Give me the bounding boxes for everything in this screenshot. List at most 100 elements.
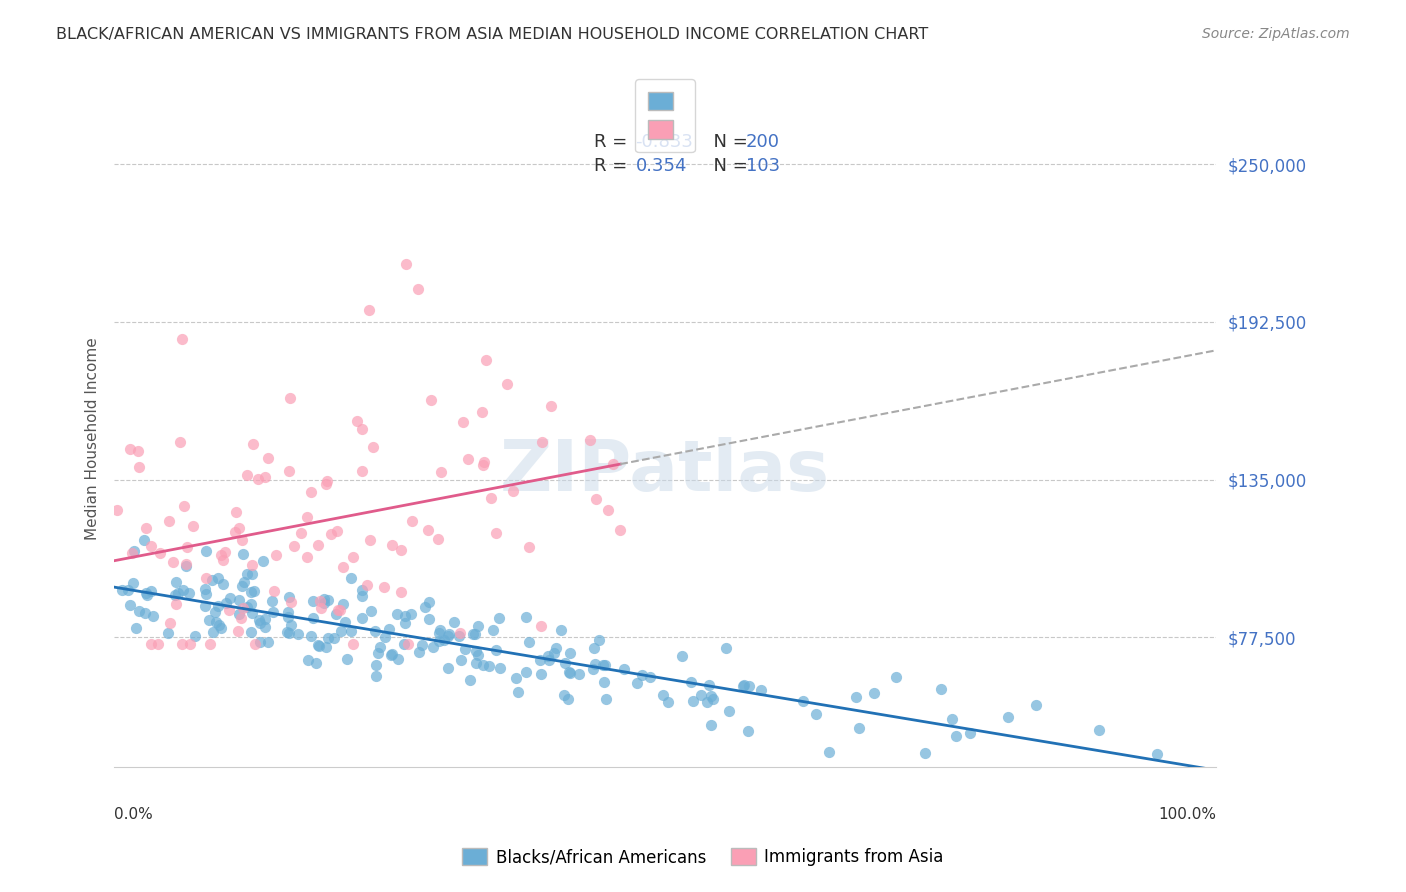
Point — [318, 631, 340, 645]
Text: 100.0%: 100.0% — [1159, 806, 1216, 822]
Point — [135, 521, 157, 535]
Point — [401, 514, 423, 528]
Point — [582, 662, 605, 676]
Point — [396, 637, 419, 651]
Point — [263, 584, 285, 599]
Point — [451, 415, 474, 429]
Point — [297, 549, 319, 564]
Point — [613, 662, 636, 676]
Text: BLACK/AFRICAN AMERICAN VS IMMIGRANTS FROM ASIA MEDIAN HOUSEHOLD INCOME CORRELATI: BLACK/AFRICAN AMERICAN VS IMMIGRANTS FRO… — [56, 27, 928, 42]
Point — [170, 637, 193, 651]
Point — [231, 579, 253, 593]
Point — [236, 467, 259, 482]
Point — [211, 553, 233, 567]
Legend: , : , — [636, 79, 695, 153]
Point — [433, 633, 456, 648]
Point — [335, 615, 357, 629]
Text: R =: R = — [593, 133, 633, 151]
Point — [361, 440, 384, 454]
Point — [373, 580, 395, 594]
Point — [945, 729, 967, 743]
Point — [323, 631, 346, 645]
Point — [295, 510, 318, 524]
Point — [308, 639, 330, 653]
Point — [479, 491, 502, 505]
Point — [413, 599, 436, 614]
Point — [380, 648, 402, 662]
Point — [264, 548, 287, 562]
Point — [228, 607, 250, 621]
Point — [568, 666, 591, 681]
Point — [464, 627, 486, 641]
Point — [236, 599, 259, 614]
Point — [122, 544, 145, 558]
Point — [326, 524, 349, 539]
Point — [229, 611, 252, 625]
Point — [557, 691, 579, 706]
Point — [517, 540, 540, 554]
Point — [141, 584, 163, 599]
Point — [537, 649, 560, 664]
Point — [914, 746, 936, 760]
Point — [277, 590, 299, 604]
Point — [598, 502, 620, 516]
Point — [252, 554, 274, 568]
Point — [257, 635, 280, 649]
Point — [177, 586, 200, 600]
Point — [364, 624, 387, 638]
Point — [359, 303, 381, 318]
Point — [467, 648, 489, 662]
Point — [132, 533, 155, 548]
Point — [463, 627, 485, 641]
Point — [593, 657, 616, 672]
Point — [381, 647, 404, 661]
Point — [207, 599, 229, 613]
Point — [394, 616, 416, 631]
Point — [540, 399, 562, 413]
Point — [583, 640, 606, 655]
Point — [554, 656, 576, 670]
Point — [595, 692, 617, 706]
Point — [209, 621, 232, 635]
Point — [305, 656, 328, 670]
Point — [737, 723, 759, 738]
Point — [389, 584, 412, 599]
Point — [848, 721, 870, 735]
Point — [718, 704, 741, 718]
Point — [508, 684, 530, 698]
Point — [120, 442, 142, 457]
Point — [749, 683, 772, 698]
Point — [392, 637, 415, 651]
Point — [553, 689, 575, 703]
Point — [315, 640, 337, 655]
Point — [139, 637, 162, 651]
Point — [427, 626, 450, 640]
Point — [157, 514, 180, 528]
Point — [290, 526, 312, 541]
Point — [696, 695, 718, 709]
Point — [543, 646, 565, 660]
Point — [485, 526, 508, 541]
Point — [475, 352, 498, 367]
Point — [679, 675, 702, 690]
Point — [179, 637, 201, 651]
Point — [205, 615, 228, 630]
Text: Source: ZipAtlas.com: Source: ZipAtlas.com — [1202, 27, 1350, 41]
Point — [247, 614, 270, 628]
Point — [262, 605, 284, 619]
Point — [233, 574, 256, 589]
Point — [172, 582, 194, 597]
Point — [170, 332, 193, 346]
Point — [395, 257, 418, 271]
Point — [214, 544, 236, 558]
Point — [381, 538, 404, 552]
Point — [198, 613, 221, 627]
Point — [162, 555, 184, 569]
Point — [1025, 698, 1047, 712]
Point — [1088, 723, 1111, 737]
Point — [602, 457, 624, 471]
Point — [173, 500, 195, 514]
Point — [845, 690, 868, 704]
Point — [529, 653, 551, 667]
Point — [277, 609, 299, 624]
